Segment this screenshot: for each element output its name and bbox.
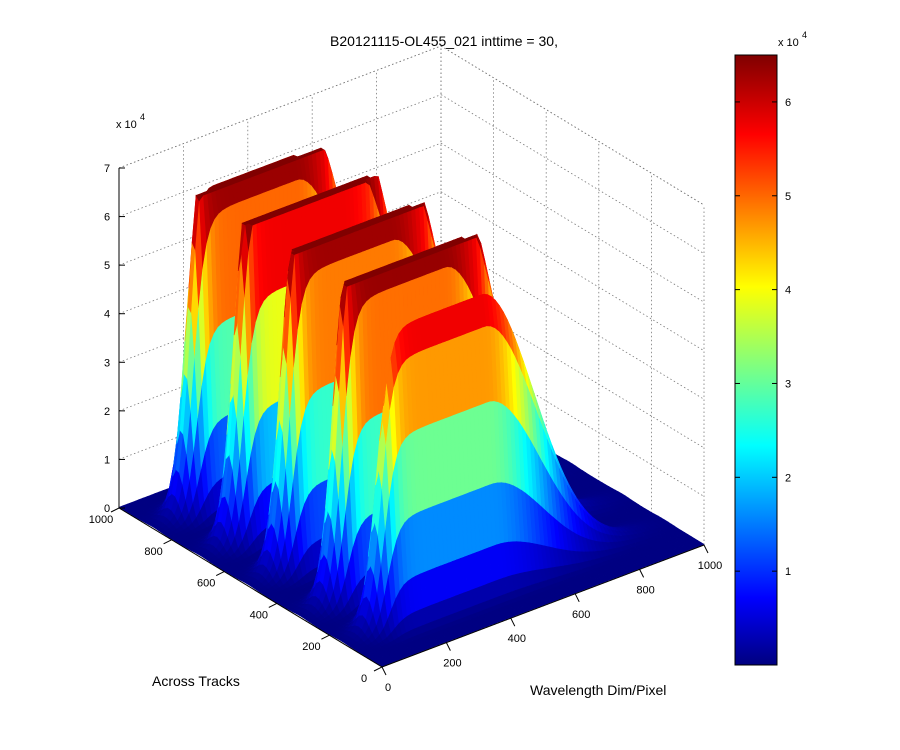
grid-line-z [440,288,705,449]
surface-mesh [118,147,705,667]
box-top-edge [440,45,705,206]
box-top-edge [118,45,442,169]
grid-line-z [440,337,705,497]
grid-line-z [118,94,442,217]
grid-line-z [440,94,705,254]
grid-line-z [440,142,705,303]
grid-line-z [440,191,705,352]
grid-line-z [440,239,705,400]
